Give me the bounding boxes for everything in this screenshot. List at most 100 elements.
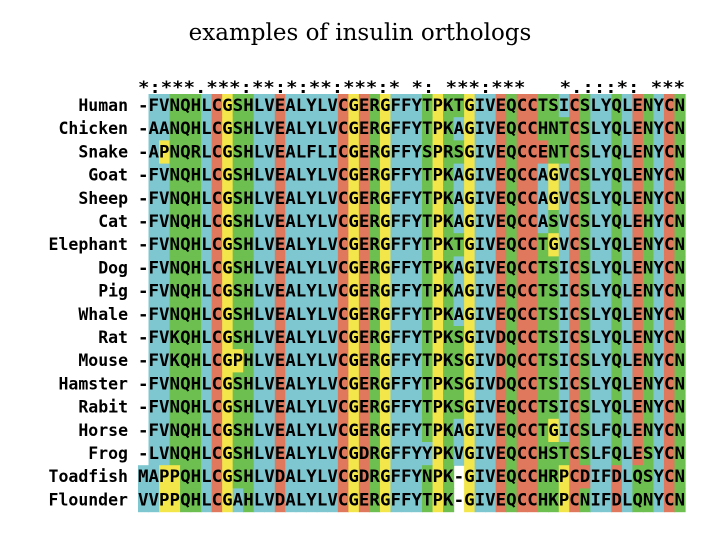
residue-cell bbox=[211, 279, 223, 304]
residue-cell bbox=[148, 163, 160, 188]
residue-cell bbox=[201, 326, 213, 350]
residue-cell bbox=[474, 349, 486, 373]
residue-cell bbox=[327, 186, 339, 211]
residue-cell bbox=[569, 210, 581, 234]
residue-cell bbox=[264, 349, 276, 373]
residue-cell bbox=[558, 256, 570, 281]
residue-cell bbox=[590, 186, 602, 211]
residue-cell bbox=[327, 117, 339, 141]
residue-cell bbox=[485, 465, 497, 489]
residue-cell bbox=[390, 418, 402, 443]
residue-cell bbox=[537, 465, 549, 489]
residue-cell bbox=[506, 442, 518, 466]
residue-cell bbox=[358, 279, 371, 304]
residue-cell bbox=[327, 163, 339, 188]
residue-cell bbox=[169, 256, 181, 281]
residue-cell bbox=[464, 279, 476, 304]
residue-cell bbox=[285, 140, 297, 165]
sequence-row: -FVNQHLCGSHLVEALYLVCGERGFFYTPKAGIVEQCCTS… bbox=[138, 282, 685, 301]
residue-cell bbox=[432, 326, 444, 350]
residue-cell bbox=[579, 302, 591, 327]
residue-cell bbox=[148, 418, 160, 443]
residue-cell bbox=[337, 349, 349, 373]
residue-cell bbox=[379, 395, 392, 420]
residue-cell bbox=[464, 465, 476, 489]
residue-cell bbox=[316, 302, 328, 327]
residue-cell bbox=[422, 233, 434, 257]
residue-cell bbox=[642, 256, 655, 281]
residue-cell bbox=[600, 302, 612, 327]
residue-cell bbox=[453, 418, 465, 443]
residue-cell bbox=[495, 302, 507, 327]
residue-cell bbox=[674, 186, 686, 211]
residue-cell bbox=[264, 163, 276, 188]
residue-cell bbox=[201, 163, 213, 188]
residue-cell bbox=[621, 210, 633, 234]
residue-cell bbox=[243, 395, 255, 420]
residue-cell bbox=[180, 488, 192, 513]
residue-cell bbox=[201, 279, 213, 304]
residue-cell bbox=[316, 186, 328, 211]
residue-cell bbox=[537, 279, 549, 304]
residue-cell bbox=[527, 395, 539, 420]
residue-cell bbox=[558, 395, 570, 420]
residue-cell bbox=[632, 418, 644, 443]
species-labels: Human Chicken Snake Goat Sheep Cat Elephant Dog… bbox=[49, 96, 129, 509]
residue-cell bbox=[159, 442, 171, 466]
residue-cell bbox=[148, 186, 160, 211]
residue-cell bbox=[600, 233, 612, 257]
residue-cell bbox=[443, 256, 455, 281]
residue-cell bbox=[527, 94, 539, 118]
residue-cell bbox=[358, 395, 371, 420]
residue-cell bbox=[642, 349, 655, 373]
residue-cell bbox=[358, 210, 371, 234]
residue-cell bbox=[537, 94, 549, 118]
residue-cell bbox=[316, 163, 328, 188]
residue-cell bbox=[169, 117, 181, 141]
residue-cell bbox=[379, 349, 392, 373]
residue-cell bbox=[464, 256, 476, 281]
residue-cell bbox=[506, 163, 518, 188]
residue-cell bbox=[495, 256, 507, 281]
residue-cell bbox=[569, 140, 581, 165]
residue-cell bbox=[348, 163, 360, 188]
residue-cell bbox=[611, 279, 623, 304]
residue-cell bbox=[400, 210, 413, 234]
residue-cell bbox=[611, 372, 623, 397]
residue-cell bbox=[285, 256, 297, 281]
residue-cell bbox=[663, 395, 676, 420]
residue-cell bbox=[390, 465, 402, 489]
residue-cell bbox=[453, 395, 465, 420]
residue-cell bbox=[159, 326, 171, 350]
residue-cell bbox=[211, 372, 223, 397]
residue-cell bbox=[285, 210, 297, 234]
residue-cell bbox=[274, 256, 286, 281]
residue-cell bbox=[558, 233, 570, 257]
residue-cell bbox=[611, 256, 623, 281]
residue-cell bbox=[621, 94, 633, 118]
residue-cell bbox=[485, 418, 497, 443]
residue-cell bbox=[390, 256, 402, 281]
residue-cell bbox=[190, 210, 202, 234]
residue-cell bbox=[516, 349, 528, 373]
residue-cell bbox=[558, 442, 570, 466]
residue-cell bbox=[653, 117, 665, 141]
residue-cell bbox=[232, 210, 244, 234]
residue-cell bbox=[369, 395, 381, 420]
residue-cell bbox=[159, 488, 171, 513]
residue-cell bbox=[516, 279, 528, 304]
residue-cell bbox=[327, 488, 339, 513]
residue-cell bbox=[190, 233, 202, 257]
residue-cell bbox=[516, 395, 528, 420]
residue-cell bbox=[432, 372, 444, 397]
residue-cell bbox=[579, 395, 591, 420]
residue-cell bbox=[400, 186, 413, 211]
residue-cell bbox=[222, 117, 234, 141]
residue-cell bbox=[432, 94, 444, 118]
residue-cell bbox=[432, 302, 444, 327]
residue-cell bbox=[274, 372, 286, 397]
residue-cell bbox=[590, 465, 602, 489]
residue-cell bbox=[621, 442, 633, 466]
residue-cell bbox=[674, 210, 686, 234]
residue-cell bbox=[569, 186, 581, 211]
